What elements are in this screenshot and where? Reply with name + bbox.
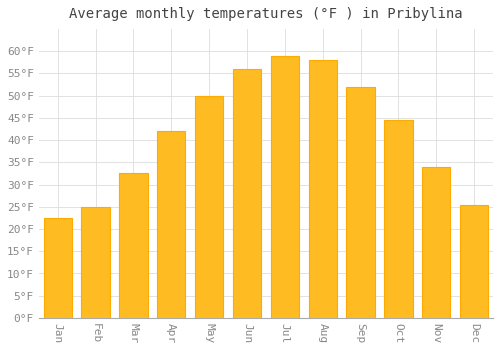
Bar: [422, 167, 450, 318]
Title: Average monthly temperatures (°F ) in Pribylina: Average monthly temperatures (°F ) in Pr…: [69, 7, 462, 21]
Bar: [195, 96, 224, 318]
Bar: [119, 174, 148, 318]
Bar: [82, 207, 110, 318]
Bar: [384, 120, 412, 318]
Bar: [233, 69, 261, 318]
Bar: [460, 205, 488, 318]
Bar: [308, 60, 337, 318]
Bar: [44, 218, 72, 318]
Bar: [346, 87, 375, 318]
Bar: [157, 131, 186, 318]
Bar: [270, 56, 299, 318]
